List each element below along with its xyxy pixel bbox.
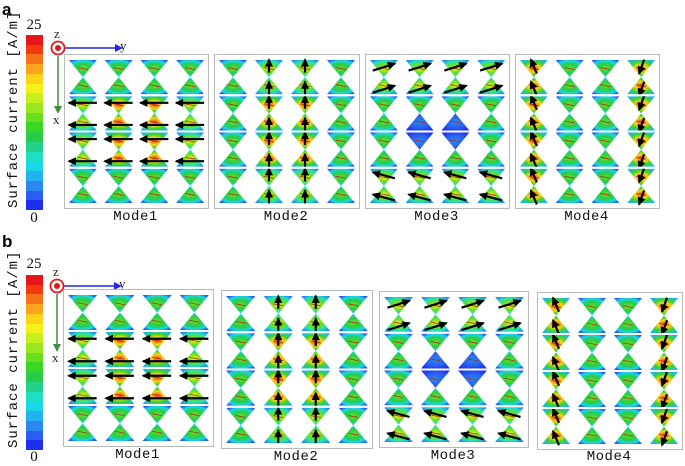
mode1-label-b: Mode1 [115, 447, 160, 463]
mode4-panel-a [515, 54, 660, 209]
mode4-label-a: Mode4 [564, 209, 609, 225]
mode3-label-b: Mode3 [430, 448, 476, 464]
colorbar-a-label: Surface current [A/m] [6, 10, 22, 208]
part-b-letter: b [2, 232, 13, 251]
axis-b-x-label: x [52, 350, 59, 365]
axis-triad-b [49, 266, 139, 366]
mode4-panel-b [537, 292, 683, 450]
axis-triad-a [50, 28, 140, 128]
colorbar-a-max: 25 [26, 17, 42, 33]
colorbar-b-min: 0 [30, 449, 38, 465]
mode3-panel-a [365, 54, 510, 209]
axis-b-z-label: z [53, 264, 59, 279]
part-a-letter: a [2, 0, 12, 19]
mode2-panel-a [214, 54, 360, 209]
mode1-label-a: Mode1 [113, 209, 158, 225]
mode2-label-b: Mode2 [273, 449, 319, 465]
mode4-label-b: Mode4 [586, 449, 632, 465]
mode2-panel-b [221, 290, 373, 449]
axis-triad-icon [50, 40, 123, 114]
axis-triad-icon [49, 278, 122, 352]
colorbar-b-label: Surface current [A/m] [6, 250, 22, 448]
colorbar-b-max: 25 [26, 256, 42, 272]
colorbar-b [26, 275, 43, 450]
mode1-panel-a [64, 54, 209, 209]
axis-a-x-label: x [53, 112, 60, 127]
mode2-label-a: Mode2 [263, 209, 309, 225]
mode1-panel-b [63, 289, 214, 447]
axis-a-z-label: z [54, 26, 60, 41]
mode3-panel-b [379, 291, 529, 448]
mode3-label-a: Mode3 [414, 209, 459, 225]
axis-b-y-label: y [119, 276, 126, 291]
colorbar-a-min: 0 [30, 210, 38, 226]
axis-a-y-label: y [120, 38, 127, 53]
colorbar-a [26, 35, 43, 210]
